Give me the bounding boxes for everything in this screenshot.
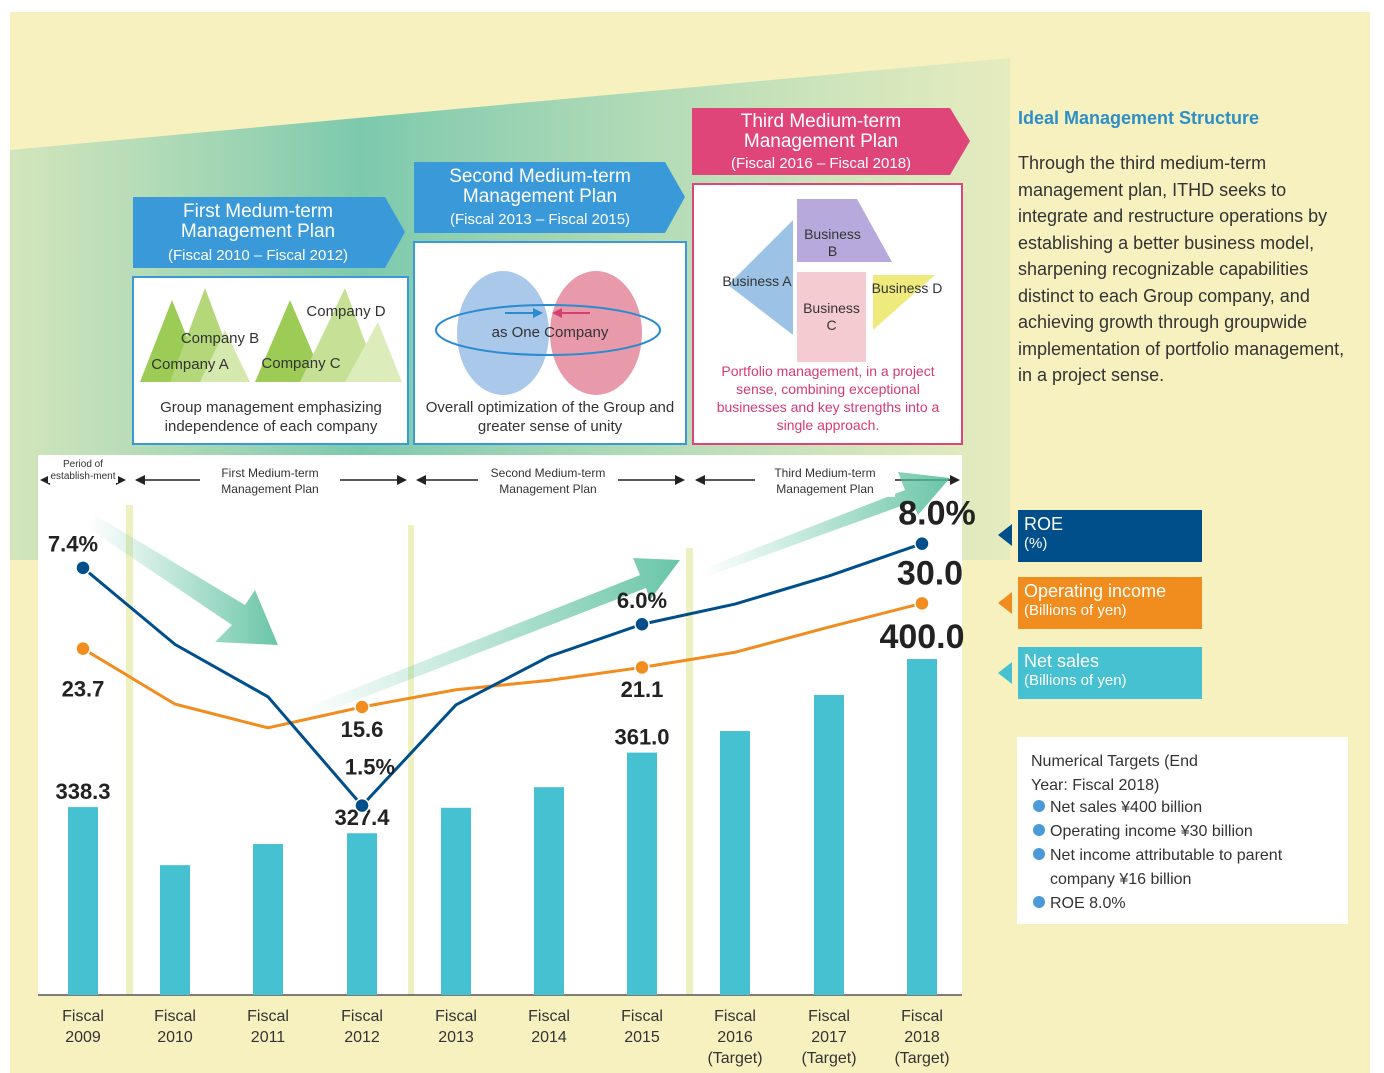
x-tick-label: Fiscal 2009	[48, 1006, 118, 1048]
bar	[68, 807, 98, 995]
point	[635, 617, 649, 631]
legend-unit: (Billions of yen)	[1024, 672, 1199, 690]
target-item: Net sales ¥400 billion	[1050, 796, 1340, 820]
period-label: Second Medium-term Management Plan	[478, 465, 618, 497]
ideal-text: Through the third medium-term management…	[1018, 150, 1353, 389]
target-item: ROE 8.0%	[1050, 892, 1340, 916]
period-label: First Medium-term Management Plan	[200, 465, 340, 497]
x-tick-label: Fiscal 2010	[140, 1006, 210, 1048]
value-label: 30.0	[897, 554, 963, 592]
business-label: Business A	[722, 273, 792, 290]
business-label: Business D	[871, 280, 943, 297]
x-tick-label: Fiscal 2017 (Target)	[794, 1006, 864, 1069]
x-tick-label: Fiscal 2018 (Target)	[887, 1006, 957, 1069]
plan-caption: Portfolio management, in a project sense…	[700, 362, 956, 434]
x-tick-label: Fiscal 2016 (Target)	[700, 1006, 770, 1069]
bar	[253, 844, 283, 995]
bar	[907, 659, 937, 995]
ideal-title: Ideal Management Structure	[1018, 109, 1358, 128]
point	[76, 561, 90, 575]
value-label: 8.0%	[898, 495, 976, 533]
value-label: 21.1	[621, 677, 664, 702]
bar	[534, 787, 564, 995]
plan-period: (Fiscal 2016 – Fiscal 2018)	[692, 154, 950, 173]
business-label: Business B	[800, 226, 865, 260]
x-tick-label: Fiscal 2011	[233, 1006, 303, 1048]
period-gap	[408, 525, 414, 995]
company-label: Company B	[170, 329, 270, 348]
bar	[627, 753, 657, 995]
plan-period: (Fiscal 2010 – Fiscal 2012)	[133, 246, 383, 265]
targets-title: Numerical Targets (End Year: Fiscal 2018…	[1031, 750, 1231, 798]
point	[355, 799, 369, 813]
bar	[441, 808, 471, 995]
legend-label: Net sales	[1024, 651, 1199, 671]
legend-label: Operating income	[1024, 581, 1199, 601]
x-tick-label: Fiscal 2012	[327, 1006, 397, 1048]
bar	[720, 731, 750, 995]
plan-title: Third Medium-term Management Plan	[692, 112, 950, 152]
bar	[160, 865, 190, 995]
target-item: Net income attributable to parent compan…	[1050, 844, 1340, 892]
value-label: 23.7	[62, 676, 105, 701]
plan-title: First Medum-term Management Plan	[133, 202, 383, 242]
x-tick-label: Fiscal 2013	[421, 1006, 491, 1048]
company-label: Company C	[251, 354, 351, 373]
legend-unit: (%)	[1024, 535, 1199, 553]
page: 338.3327.4361.0400.023.715.621.130.07.4%…	[0, 0, 1384, 1073]
value-label: 361.0	[614, 724, 669, 749]
target-item: Operating income ¥30 billion	[1050, 820, 1340, 844]
value-label: 15.6	[341, 717, 384, 742]
value-label: 6.0%	[617, 588, 667, 613]
plan-period: (Fiscal 2013 – Fiscal 2015)	[414, 210, 666, 229]
value-label: 338.3	[55, 779, 110, 804]
plan-title: Second Medium-term Management Plan	[414, 167, 666, 207]
point	[76, 642, 90, 656]
plan-caption: Group management emphasizing independenc…	[136, 398, 406, 436]
point	[915, 537, 929, 551]
legend-unit: (Billions of yen)	[1024, 602, 1199, 620]
company-label: Company A	[140, 355, 240, 374]
point	[355, 700, 369, 714]
bar	[347, 833, 377, 995]
point	[635, 660, 649, 674]
value-label: 7.4%	[48, 532, 98, 557]
value-label: 400.0	[879, 618, 964, 656]
x-tick-label: Fiscal 2015	[607, 1006, 677, 1048]
period-gap	[126, 505, 133, 995]
x-tick-label: Fiscal 2014	[514, 1006, 584, 1048]
business-label: Business C	[797, 300, 866, 334]
one-company-label: as One Company	[480, 323, 620, 342]
value-label: 1.5%	[345, 754, 395, 779]
bar	[814, 695, 844, 995]
period-label: Period of establish-ment	[48, 459, 118, 483]
legend-label: ROE	[1024, 514, 1199, 534]
plan-caption: Overall optimization of the Group and gr…	[416, 398, 684, 436]
company-label: Company D	[296, 302, 396, 321]
period-label: Third Medium-term Management Plan	[755, 465, 895, 497]
point	[915, 596, 929, 610]
